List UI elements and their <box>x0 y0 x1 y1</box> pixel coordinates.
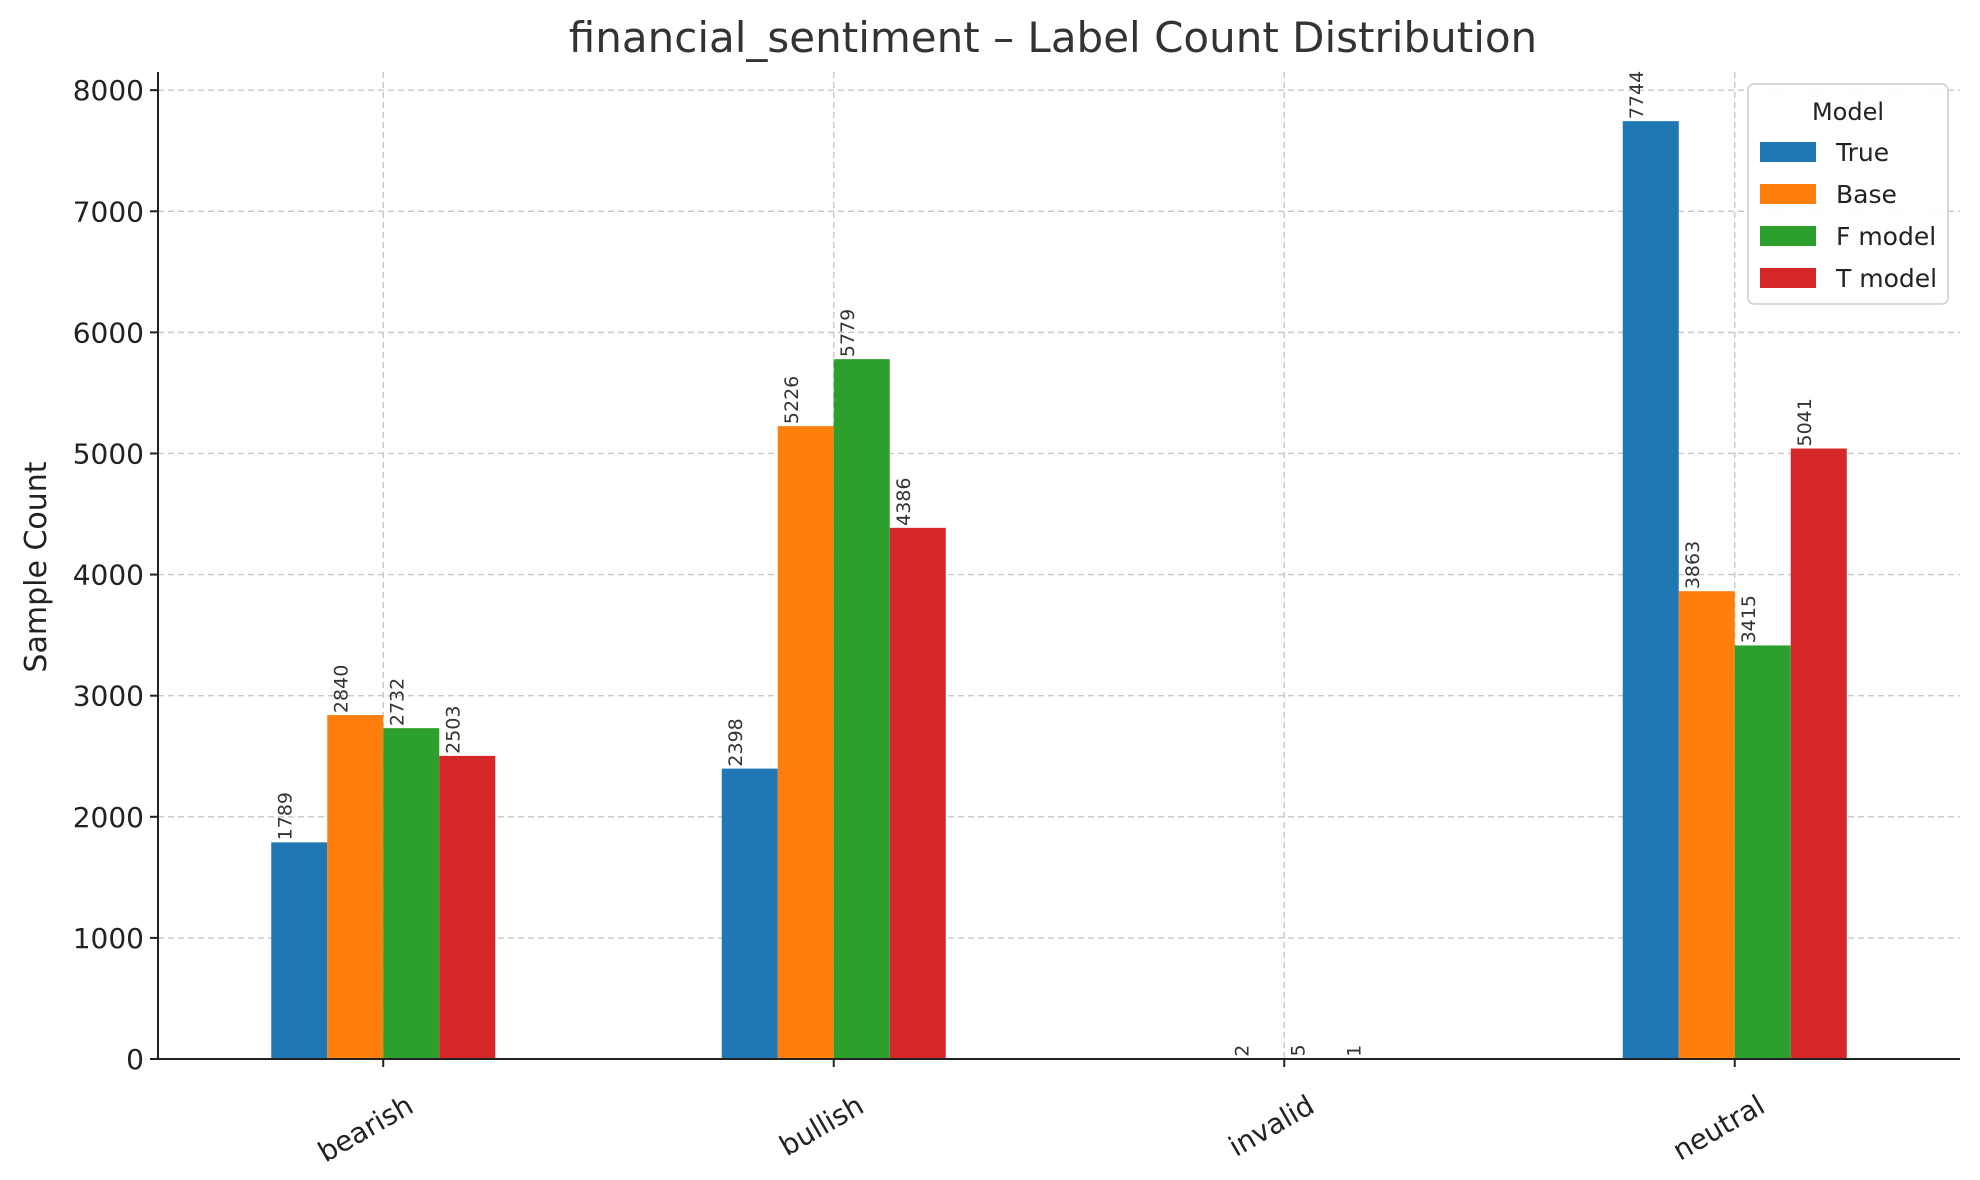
bar-value-label: 5041 <box>1794 398 1816 446</box>
legend-entry-label: True <box>1835 138 1889 167</box>
x-tick-label: neutral <box>1667 1088 1770 1167</box>
bar-value-label: 2732 <box>386 678 408 726</box>
bar-value-label: 2398 <box>725 718 747 766</box>
y-tick-label: 2000 <box>73 801 144 834</box>
y-tick-label: 3000 <box>73 680 144 713</box>
bar-f-model-neutral <box>1734 645 1791 1059</box>
y-axis-label: Sample Count <box>19 461 54 672</box>
y-tick-label: 7000 <box>73 195 144 228</box>
bar-base-bearish <box>327 715 384 1059</box>
bar-value-label: 2503 <box>442 706 464 754</box>
bar-value-label: 3863 <box>1682 541 1704 589</box>
y-tick-label: 8000 <box>73 74 144 107</box>
bar-true-bullish <box>721 768 778 1059</box>
y-tick-label: 4000 <box>73 559 144 592</box>
bar-f-model-bearish <box>383 728 440 1059</box>
legend-swatch <box>1760 226 1816 246</box>
x-tick-label: bullish <box>774 1088 869 1162</box>
bar-value-label: 5 <box>1287 1044 1309 1056</box>
axes: 0 1000 2000 3000 4000 5000 6000 7000 8000 bearish… <box>73 72 1960 1169</box>
legend-entry-label: Base <box>1836 180 1897 209</box>
bar-base-neutral <box>1678 591 1735 1059</box>
bar-true-bearish <box>271 842 328 1059</box>
bar-t-model-bullish <box>889 527 946 1059</box>
bar-value-label: 7744 <box>1626 71 1648 119</box>
legend-title: Model <box>1812 98 1884 126</box>
legend-entry-label: F model <box>1836 222 1936 251</box>
y-tick-label: 5000 <box>73 437 144 470</box>
bars: 1789 2398 7744 2840 5226 2 3863 2732 5779 5 3415 25… <box>271 71 1847 1060</box>
bar-f-model-bullish <box>833 359 890 1059</box>
chart-title: financial_sentiment – Label Count Distri… <box>569 13 1537 62</box>
bar-value-label: 1 <box>1343 1045 1365 1057</box>
bar-true-neutral <box>1622 121 1679 1060</box>
bar-value-label: 5226 <box>781 376 803 424</box>
bar-t-model-bearish <box>439 755 496 1059</box>
legend-box <box>1747 83 1949 305</box>
x-tick-label: bearish <box>312 1088 418 1168</box>
bar-value-label: 2840 <box>330 665 352 713</box>
bar-value-label: 4386 <box>893 477 915 525</box>
legend-swatch <box>1760 142 1816 162</box>
y-tick-label: 6000 <box>73 316 144 349</box>
bar-value-label: 5779 <box>837 309 859 357</box>
x-tick-label: invalid <box>1223 1088 1320 1163</box>
legend-swatch <box>1760 184 1816 204</box>
bar-value-label: 3415 <box>1738 595 1760 643</box>
legend: Model True Base F model T model <box>1747 83 1949 305</box>
bar-value-label: 1789 <box>274 792 296 840</box>
bar-value-label: 2 <box>1231 1045 1253 1057</box>
y-tick-label: 0 <box>126 1043 144 1076</box>
bar-base-bullish <box>777 426 834 1059</box>
legend-swatch <box>1760 268 1816 288</box>
y-tick-label: 1000 <box>73 922 144 955</box>
legend-entry-label: T model <box>1835 264 1937 293</box>
bar-t-model-neutral <box>1790 448 1847 1059</box>
